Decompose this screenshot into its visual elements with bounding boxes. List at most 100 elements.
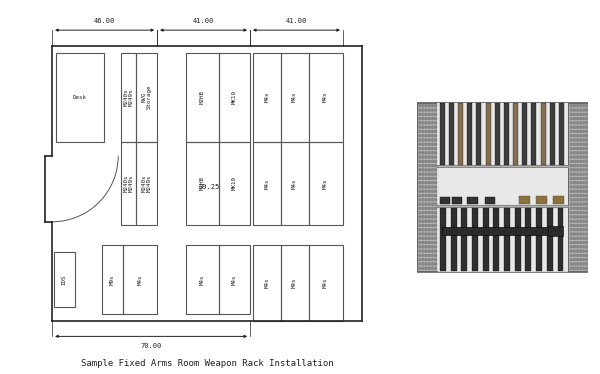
Circle shape: [419, 143, 421, 145]
Circle shape: [577, 216, 579, 218]
Circle shape: [434, 224, 437, 227]
Circle shape: [434, 258, 437, 261]
Circle shape: [577, 177, 579, 180]
Circle shape: [428, 220, 431, 223]
Circle shape: [431, 126, 434, 128]
Circle shape: [431, 113, 434, 116]
Circle shape: [425, 190, 427, 193]
Circle shape: [580, 233, 582, 235]
Circle shape: [422, 216, 424, 218]
Circle shape: [577, 113, 579, 116]
Circle shape: [425, 203, 427, 205]
Circle shape: [583, 156, 585, 158]
Bar: [452, 197, 463, 204]
Bar: [449, 103, 454, 165]
Circle shape: [422, 263, 424, 265]
Circle shape: [431, 139, 434, 141]
Circle shape: [434, 181, 437, 184]
Circle shape: [580, 126, 582, 128]
Circle shape: [573, 151, 575, 154]
Bar: [437, 205, 568, 207]
Circle shape: [573, 147, 575, 150]
Circle shape: [583, 211, 585, 214]
Circle shape: [428, 109, 431, 111]
Circle shape: [583, 165, 585, 167]
Circle shape: [570, 117, 572, 120]
Circle shape: [434, 177, 437, 180]
Circle shape: [431, 220, 434, 223]
Circle shape: [428, 173, 431, 175]
Circle shape: [577, 241, 579, 244]
Circle shape: [425, 258, 427, 261]
Circle shape: [434, 156, 437, 158]
Circle shape: [573, 117, 575, 120]
Circle shape: [431, 169, 434, 171]
Circle shape: [431, 203, 434, 205]
Circle shape: [425, 181, 427, 184]
Circle shape: [428, 117, 431, 120]
Circle shape: [580, 169, 582, 171]
Circle shape: [422, 246, 424, 248]
Circle shape: [434, 233, 437, 235]
Circle shape: [428, 254, 431, 257]
Bar: [526, 208, 532, 271]
Circle shape: [434, 194, 437, 197]
Circle shape: [422, 130, 424, 133]
Bar: [461, 208, 467, 271]
Circle shape: [586, 258, 588, 261]
Bar: [485, 197, 495, 204]
Circle shape: [573, 186, 575, 188]
Circle shape: [570, 122, 572, 124]
Circle shape: [428, 190, 431, 193]
Circle shape: [573, 169, 575, 171]
Text: M9s: M9s: [110, 275, 115, 285]
Circle shape: [425, 241, 427, 244]
Bar: [467, 103, 472, 165]
Bar: [308, 245, 343, 321]
Circle shape: [419, 250, 421, 252]
Circle shape: [431, 199, 434, 201]
Circle shape: [573, 143, 575, 145]
Circle shape: [428, 165, 431, 167]
Circle shape: [422, 229, 424, 231]
Circle shape: [425, 220, 427, 223]
Circle shape: [586, 199, 588, 201]
Circle shape: [586, 186, 588, 188]
Text: M4s: M4s: [323, 178, 328, 188]
Circle shape: [583, 135, 585, 137]
Circle shape: [577, 143, 579, 145]
Circle shape: [573, 130, 575, 133]
Circle shape: [586, 241, 588, 244]
Circle shape: [419, 181, 421, 184]
Circle shape: [434, 211, 437, 214]
Circle shape: [577, 229, 579, 231]
Text: M4s: M4s: [137, 275, 142, 285]
Circle shape: [428, 237, 431, 239]
Circle shape: [419, 117, 421, 120]
Circle shape: [419, 267, 421, 269]
Circle shape: [422, 165, 424, 167]
Circle shape: [583, 254, 585, 257]
Bar: [541, 103, 545, 165]
Circle shape: [570, 194, 572, 197]
Text: M2HB: M2HB: [200, 176, 205, 190]
Circle shape: [573, 126, 575, 128]
Circle shape: [580, 156, 582, 158]
Circle shape: [428, 211, 431, 214]
Circle shape: [422, 186, 424, 188]
Circle shape: [428, 160, 431, 163]
Circle shape: [573, 165, 575, 167]
Circle shape: [434, 173, 437, 175]
Circle shape: [570, 263, 572, 265]
Circle shape: [570, 147, 572, 150]
Circle shape: [425, 224, 427, 227]
Circle shape: [586, 135, 588, 137]
Circle shape: [422, 156, 424, 158]
Circle shape: [586, 173, 588, 175]
Circle shape: [434, 220, 437, 223]
Circle shape: [419, 126, 421, 128]
Bar: [513, 103, 518, 165]
Circle shape: [573, 237, 575, 239]
Circle shape: [573, 156, 575, 158]
Circle shape: [431, 122, 434, 124]
